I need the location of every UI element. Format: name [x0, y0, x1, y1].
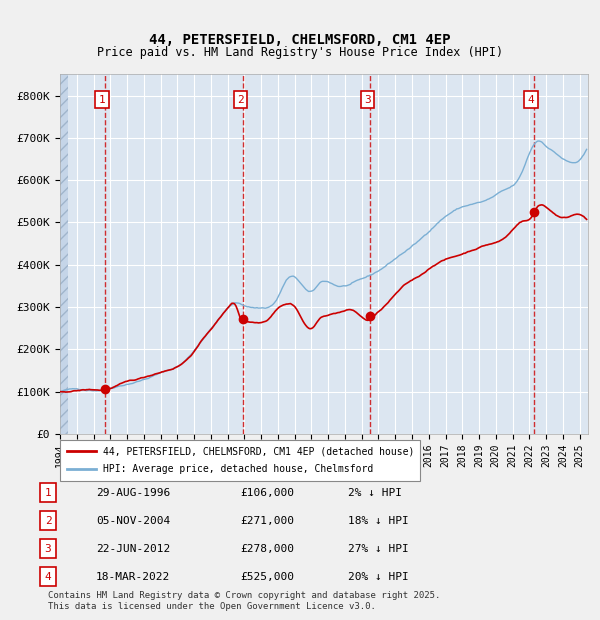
Text: Price paid vs. HM Land Registry's House Price Index (HPI): Price paid vs. HM Land Registry's House …	[97, 46, 503, 59]
Text: £271,000: £271,000	[240, 516, 294, 526]
FancyBboxPatch shape	[60, 440, 420, 480]
Text: 18-MAR-2022: 18-MAR-2022	[96, 572, 170, 582]
Text: £278,000: £278,000	[240, 544, 294, 554]
Text: £106,000: £106,000	[240, 488, 294, 498]
Text: 05-NOV-2004: 05-NOV-2004	[96, 516, 170, 526]
Text: 1: 1	[44, 488, 52, 498]
Text: 4: 4	[527, 95, 535, 105]
Text: £525,000: £525,000	[240, 572, 294, 582]
Text: 1: 1	[99, 95, 106, 105]
Text: 2: 2	[44, 516, 52, 526]
Text: 27% ↓ HPI: 27% ↓ HPI	[348, 544, 409, 554]
Text: 3: 3	[44, 544, 52, 554]
Text: 18% ↓ HPI: 18% ↓ HPI	[348, 516, 409, 526]
Text: Contains HM Land Registry data © Crown copyright and database right 2025.
This d: Contains HM Land Registry data © Crown c…	[48, 591, 440, 611]
Text: 2: 2	[237, 95, 244, 105]
Text: HPI: Average price, detached house, Chelmsford: HPI: Average price, detached house, Chel…	[103, 464, 373, 474]
Bar	[60, 74, 68, 434]
Text: 29-AUG-1996: 29-AUG-1996	[96, 488, 170, 498]
Text: 2% ↓ HPI: 2% ↓ HPI	[348, 488, 402, 498]
Text: 20% ↓ HPI: 20% ↓ HPI	[348, 572, 409, 582]
Text: 3: 3	[364, 95, 371, 105]
Text: 44, PETERSFIELD, CHELMSFORD, CM1 4EP: 44, PETERSFIELD, CHELMSFORD, CM1 4EP	[149, 33, 451, 47]
Text: 44, PETERSFIELD, CHELMSFORD, CM1 4EP (detached house): 44, PETERSFIELD, CHELMSFORD, CM1 4EP (de…	[103, 446, 415, 456]
Text: 22-JUN-2012: 22-JUN-2012	[96, 544, 170, 554]
Text: 4: 4	[44, 572, 52, 582]
